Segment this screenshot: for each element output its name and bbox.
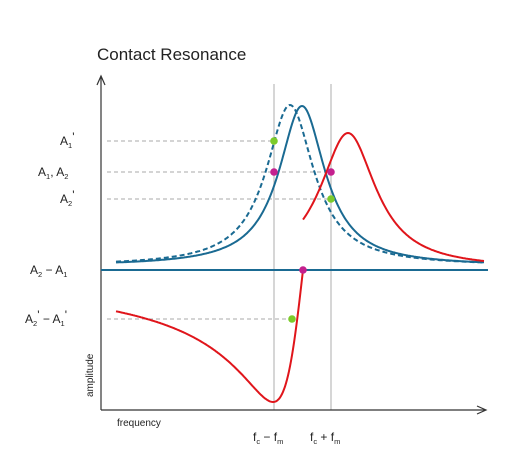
resonance-amplitude-curve	[115, 104, 484, 264]
red-resonance-curve	[302, 131, 485, 262]
marker-diff-prime	[288, 315, 296, 323]
diagram-title: Contact Resonance	[97, 45, 246, 64]
label-a1-a2: A1, A2	[38, 165, 68, 181]
marker-difference-zero	[299, 266, 307, 274]
label-a1-prime: A1'	[60, 130, 74, 150]
y-axis-arrow	[96, 74, 106, 86]
y-axis-label: amplitude	[85, 353, 96, 397]
label-difference: A2 − A1	[30, 263, 67, 279]
label-fc-minus-fm: fc − fm	[253, 430, 283, 446]
x-axis-arrow	[476, 405, 488, 415]
marker-a2-prime	[327, 195, 335, 203]
difference-curve	[115, 269, 304, 404]
label-a2-prime: A2'	[60, 188, 74, 208]
label-fc-plus-fm: fc + fm	[310, 430, 340, 446]
marker-a1	[270, 168, 278, 176]
marker-a2	[327, 168, 335, 176]
shifted-resonance-curve	[116, 103, 485, 264]
marker-a1-prime	[270, 137, 278, 145]
label-difference-prime: A2' − A1'	[25, 308, 67, 328]
x-axis-label: frequency	[117, 418, 161, 429]
